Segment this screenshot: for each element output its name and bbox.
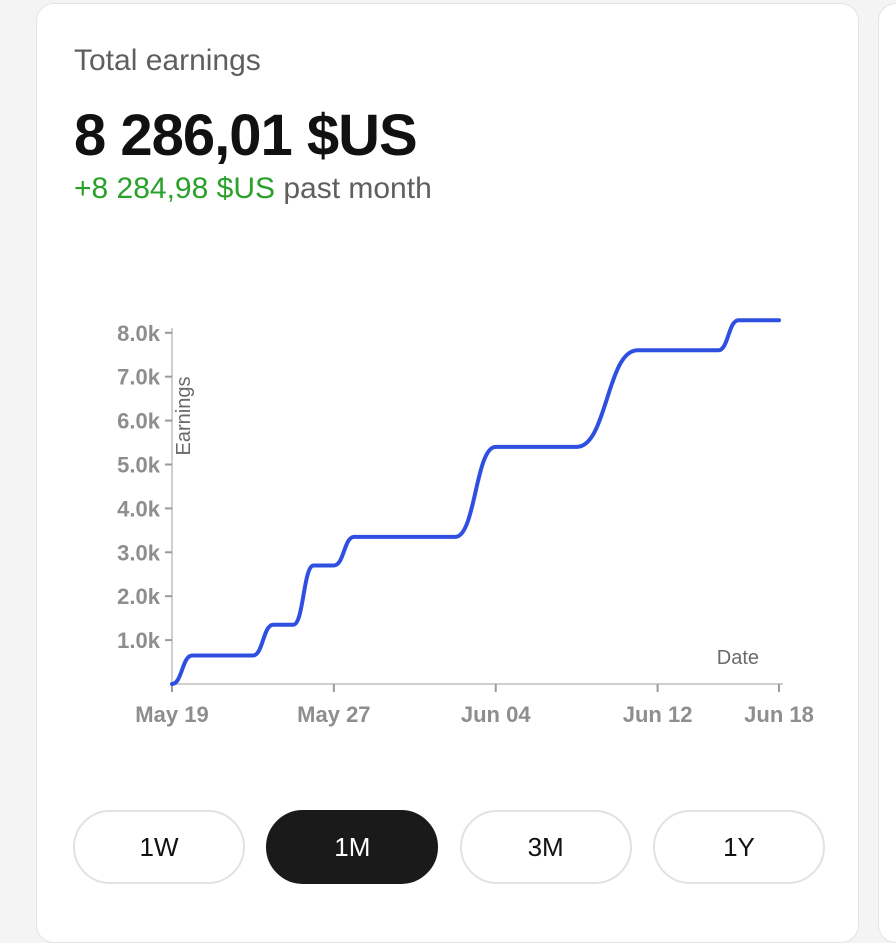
- y-tick-label: 6.0k: [117, 409, 161, 434]
- y-tick-label: 8.0k: [117, 321, 161, 346]
- total-earnings-value: 8 286,01 $US: [74, 103, 418, 168]
- x-tick-label: Jun 04: [461, 702, 531, 727]
- range-button-1w[interactable]: 1W: [73, 810, 245, 884]
- x-tick-label: May 19: [135, 702, 208, 727]
- y-tick-label: 5.0k: [117, 452, 161, 477]
- range-button-1m[interactable]: 1M: [266, 810, 439, 884]
- next-card-edge: [878, 3, 896, 943]
- y-axis-label: Earnings: [173, 377, 195, 456]
- range-button-1y[interactable]: 1Y: [652, 810, 825, 884]
- x-tick-label: May 27: [297, 702, 370, 727]
- earnings-line: [170, 318, 781, 686]
- y-tick-label: 7.0k: [117, 365, 161, 390]
- earnings-card: Total earnings 8 286,01 $US +8 284,98 $U…: [36, 3, 859, 943]
- earnings-chart: 1.0k 2.0k 3.0k 4.0k 5.0k 6.0k 7.0k 8.0k May 19 Ma…: [37, 4, 860, 764]
- card-label: Total earnings: [74, 44, 261, 77]
- earnings-chart-svg: 1.0k 2.0k 3.0k 4.0k 5.0k 6.0k 7.0k 8.0k May 19 Ma…: [117, 318, 814, 727]
- range-button-3m[interactable]: 3M: [459, 810, 632, 884]
- x-tick-label: Jun 12: [623, 702, 693, 727]
- change-value: +8 284,98 $US: [74, 172, 275, 205]
- time-range-selector: 1W 1M 3M 1Y: [73, 810, 825, 884]
- y-tick-label: 3.0k: [117, 540, 161, 565]
- change-period: past month: [283, 172, 432, 205]
- x-axis-label: Date: [717, 647, 759, 669]
- y-tick-label: 4.0k: [117, 496, 161, 521]
- y-tick-label: 1.0k: [117, 628, 161, 653]
- change-row: +8 284,98 $US past month: [74, 172, 432, 206]
- y-tick-label: 2.0k: [117, 584, 161, 609]
- x-tick-label: Jun 18: [744, 702, 814, 727]
